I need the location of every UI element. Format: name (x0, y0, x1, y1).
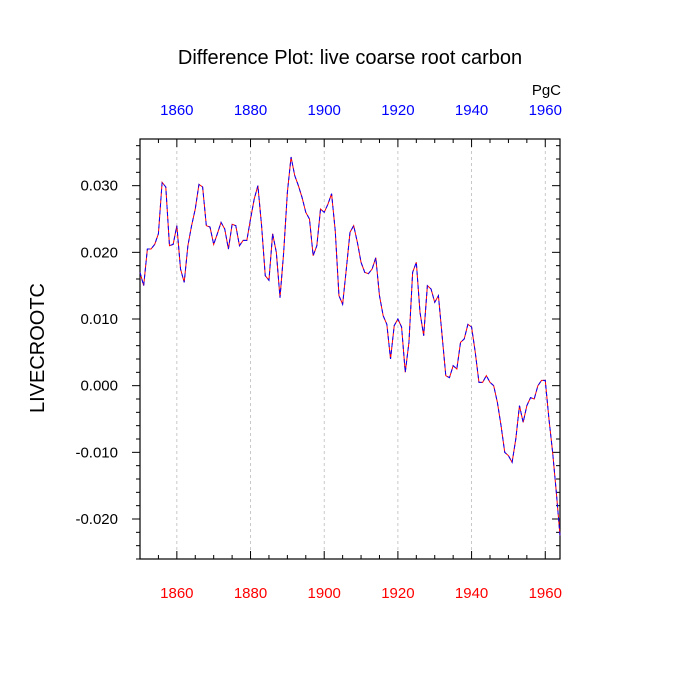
x-tick-label-bottom-1920: 1920 (381, 585, 414, 602)
x-tick-label-top-1900: 1900 (308, 102, 341, 119)
y-tick-label: -0.010 (75, 444, 118, 461)
grid-layer (176, 139, 546, 559)
y-tick-label: 0.020 (80, 244, 118, 261)
chart-title: Difference Plot: live coarse root carbon (178, 47, 522, 69)
x-tick-label-top-1920: 1920 (381, 102, 414, 119)
x-tick-label-top-1940: 1940 (455, 102, 488, 119)
units-label: PgC (532, 82, 561, 99)
x-tick-label-top-1880: 1880 (234, 102, 267, 119)
y-tick-label: 0.000 (80, 378, 118, 395)
y-tick-label: 0.030 (80, 178, 118, 195)
x-tick-label-bottom-1960: 1960 (529, 585, 562, 602)
plot-frame (139, 138, 561, 560)
labels-layer: 1860 1860 1880 1880 1900 1900 1920 1920 1940 1940… (75, 102, 561, 602)
plot-area (139, 138, 561, 560)
x-tick-label-bottom-1900: 1900 (308, 585, 341, 602)
series-line-red (139, 156, 561, 536)
x-tick-label-bottom-1860: 1860 (160, 585, 193, 602)
x-tick-label-bottom-1940: 1940 (455, 585, 488, 602)
x-tick-label-bottom-1880: 1880 (234, 585, 267, 602)
y-axis-label: LIVECROOTC (27, 283, 49, 413)
x-tick-label-top-1860: 1860 (160, 102, 193, 119)
y-tick-label: 0.010 (80, 311, 118, 328)
series-layer (139, 156, 561, 536)
series-line-blue-dashed (139, 156, 561, 536)
ticks-layer (132, 139, 560, 560)
x-tick-label-top-1960: 1960 (529, 102, 562, 119)
y-tick-label: -0.020 (75, 511, 118, 528)
